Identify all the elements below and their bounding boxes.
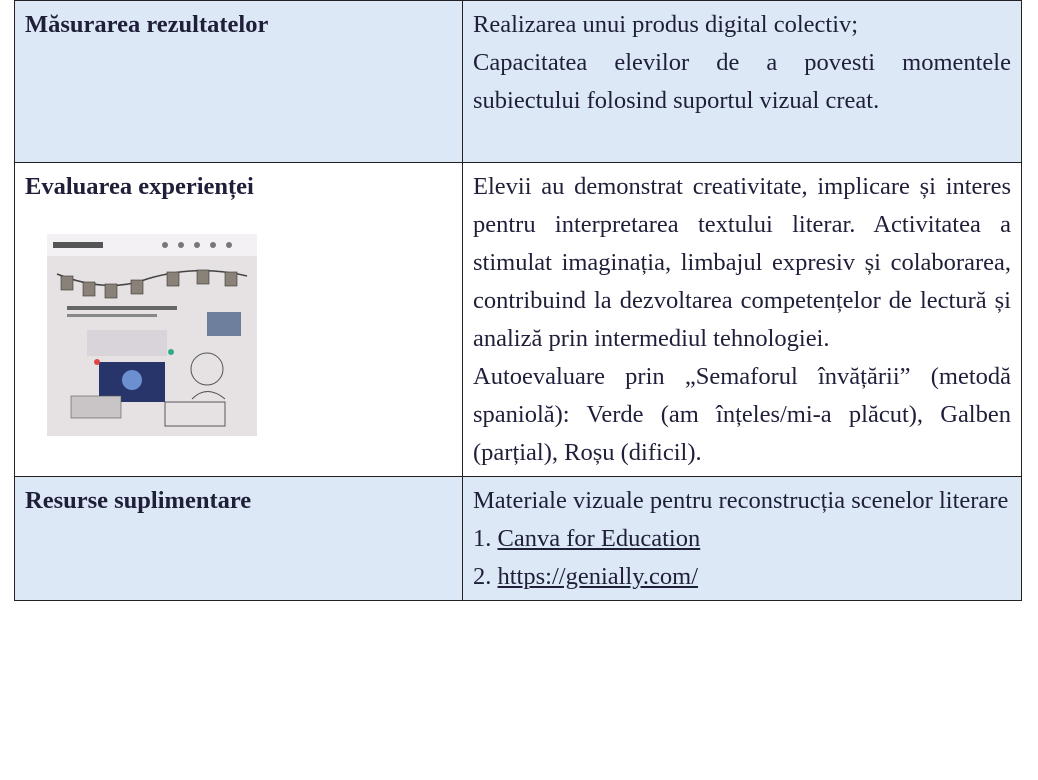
paragraph: Realizarea unui produs digital colectiv; bbox=[473, 11, 859, 38]
paragraph: Autoevaluare prin „Semaforul învățării” … bbox=[473, 363, 1011, 466]
list-number: 1. bbox=[473, 525, 492, 552]
row-label: Măsurarea rezultatelor bbox=[14, 0, 463, 163]
canva-screenshot-photo bbox=[47, 234, 257, 436]
paragraph: Capacitatea elevilor de a povesti moment… bbox=[473, 49, 1011, 114]
row-content: Realizarea unui produs digital colectiv;… bbox=[462, 0, 1022, 163]
row-content: Materiale vizuale pentru reconstrucția s… bbox=[462, 476, 1022, 601]
row-label: Resurse suplimentare bbox=[14, 476, 463, 601]
paragraph: Materiale vizuale pentru reconstrucția s… bbox=[473, 487, 1009, 514]
link[interactable]: https://genially.com/ bbox=[497, 563, 699, 590]
row: Resurse suplimentare Materiale vizuale p… bbox=[14, 476, 1022, 601]
list-number: 2. bbox=[473, 563, 492, 590]
row: Măsurarea rezultatelor Realizarea unui p… bbox=[14, 0, 1022, 163]
list-item: 1. Canva for Education bbox=[473, 520, 1011, 558]
list-item: 2. https://genially.com/ bbox=[473, 558, 1011, 596]
row-label: Evaluarea experienței bbox=[14, 162, 463, 477]
lesson-table: Măsurarea rezultatelor Realizarea unui p… bbox=[14, 0, 1022, 601]
row-content: Elevii au demonstrat creativitate, impli… bbox=[462, 162, 1022, 477]
link[interactable]: Canva for Education bbox=[497, 525, 701, 552]
paragraph: Elevii au demonstrat creativitate, impli… bbox=[473, 173, 1011, 352]
row: Evaluarea experienței bbox=[14, 162, 1022, 477]
label-text: Evaluarea experienței bbox=[25, 173, 254, 200]
